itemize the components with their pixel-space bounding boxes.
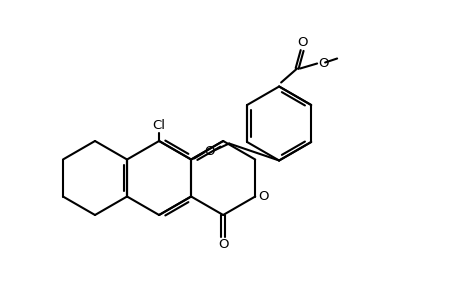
Text: O: O [258,190,269,203]
Text: O: O [204,145,214,158]
Text: O: O [297,35,307,49]
Text: O: O [218,238,229,251]
Text: O: O [318,57,329,70]
Text: Cl: Cl [153,119,166,132]
